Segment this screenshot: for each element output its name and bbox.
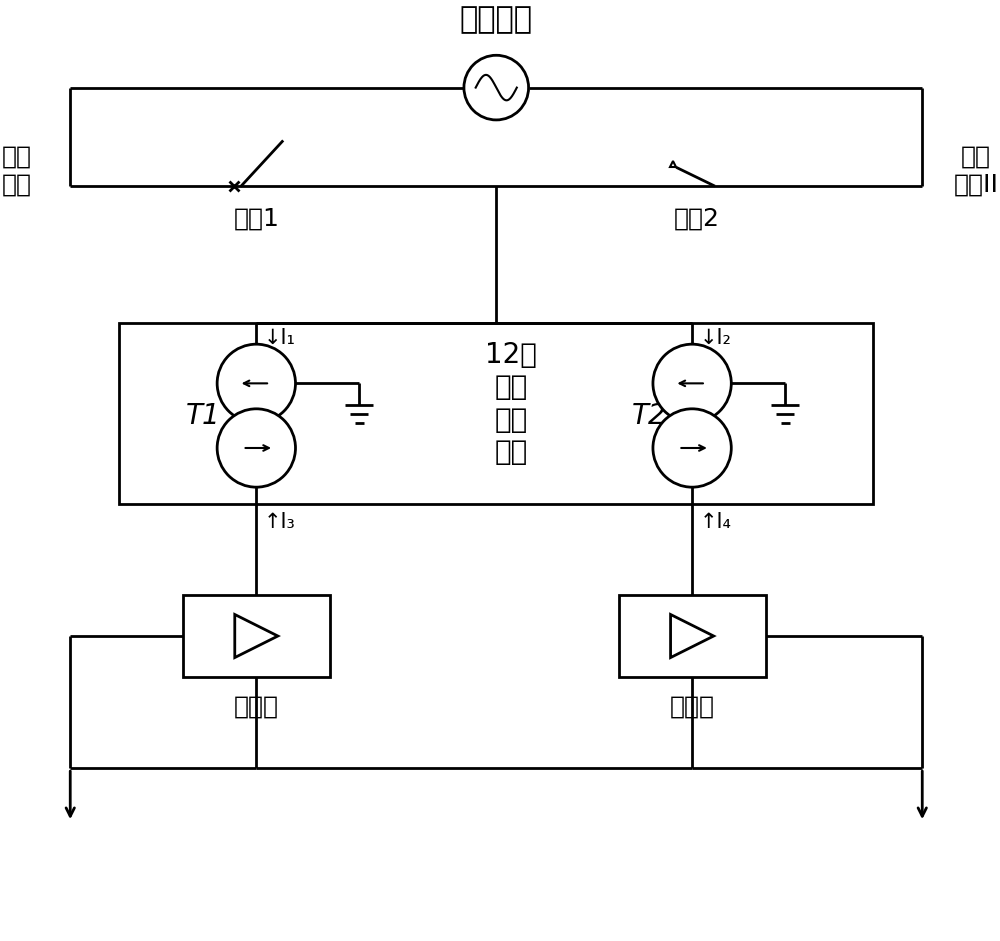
- Text: 开关2: 开关2: [674, 207, 720, 231]
- Text: ↓I₁: ↓I₁: [264, 327, 296, 347]
- Circle shape: [217, 344, 295, 423]
- Bar: [183, 595, 330, 678]
- Text: 换流阀: 换流阀: [234, 694, 279, 719]
- Text: T1: T1: [186, 402, 220, 430]
- Text: ↓I₂: ↓I₂: [700, 327, 732, 347]
- Text: ↑I₄: ↑I₄: [700, 512, 732, 532]
- Text: T2: T2: [631, 402, 666, 430]
- Bar: [119, 323, 873, 503]
- Text: 外部电网: 外部电网: [460, 5, 533, 34]
- Text: 换流阀: 换流阀: [670, 694, 715, 719]
- Circle shape: [653, 344, 731, 423]
- Text: 12脉
动换
流变
压器: 12脉 动换 流变 压器: [485, 341, 537, 466]
- Circle shape: [217, 408, 295, 487]
- Text: 开关1: 开关1: [233, 207, 279, 231]
- Bar: [619, 595, 766, 678]
- Text: 换流
母线II: 换流 母线II: [954, 145, 999, 197]
- Text: 换流
母线: 换流 母线: [1, 145, 31, 197]
- Circle shape: [653, 408, 731, 487]
- Text: ↑I₃: ↑I₃: [264, 512, 296, 532]
